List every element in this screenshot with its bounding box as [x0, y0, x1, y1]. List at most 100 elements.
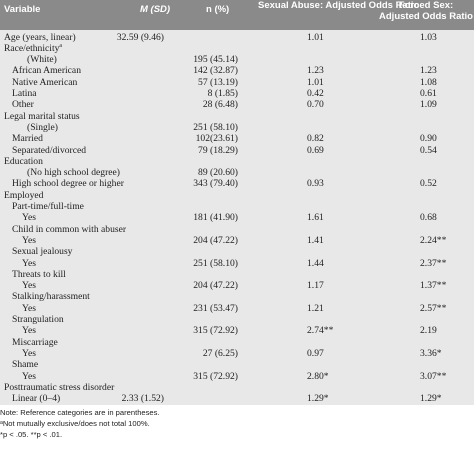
row-label: Shame	[12, 359, 38, 370]
table-row: Yes 204 (47.22) 1.41 2.24**	[0, 235, 474, 246]
table-row: Other 28 (6.48) 0.70 1.09	[0, 99, 474, 110]
label-text: Yes	[22, 212, 36, 224]
cell-n: 57 (13.19)	[198, 76, 238, 88]
row-label: Yes	[22, 212, 36, 223]
header-cell: Forced Sex: Adjusted Odds Ratio	[379, 0, 473, 22]
label-text: Latina	[12, 88, 37, 99]
table-row: Part-time/full-time	[0, 201, 474, 212]
label-text: Other	[12, 99, 34, 111]
cell-n: 181 (41.90)	[193, 212, 238, 224]
label-text: Married	[12, 133, 43, 145]
cell-n: 79 (18.29)	[198, 144, 238, 156]
cell-n: 204 (47.22)	[193, 280, 238, 292]
cell-forced-sex: 0.68	[420, 212, 437, 224]
table-row: (White) 195 (45.14)	[0, 54, 474, 65]
row-label: Child in common with abuser	[12, 224, 126, 235]
cell-sexual-abuse: 0.97	[307, 347, 324, 359]
table-row: Yes 231 (53.47) 1.21 2.57**	[0, 303, 474, 314]
header-cell: n (%)	[206, 4, 230, 15]
row-label: (Single)	[27, 122, 58, 133]
cell-n: 195 (45.14)	[193, 54, 238, 66]
table-row: Education	[0, 156, 474, 167]
label-text: Age (years, linear)	[4, 31, 76, 43]
label-text: Yes	[22, 280, 36, 292]
row-label: Race/ethnicitya	[4, 43, 62, 54]
cell-n: 343 (79.40)	[193, 178, 238, 190]
label-text: Yes	[22, 257, 36, 269]
cell-sexual-abuse: 1.01	[307, 31, 324, 43]
table-header: Variable M (SD) n (%) Sexual Abuse: Adju…	[0, 0, 474, 30]
table-row: Latina 8 (1.85) 0.42 0.61	[0, 88, 474, 99]
label-text: Yes	[22, 347, 36, 359]
table-row: Yes 251 (58.10) 1.44 2.37**	[0, 258, 474, 269]
cell-forced-sex: 1.03	[420, 31, 437, 43]
label-text: Yes	[22, 302, 36, 314]
table: Variable M (SD) n (%) Sexual Abuse: Adju…	[0, 0, 474, 405]
row-label: (No high school degree)	[27, 167, 120, 178]
row-label: Age (years, linear)	[4, 32, 76, 43]
table-row: Threats to kill	[0, 269, 474, 280]
cell-n: 28 (6.48)	[202, 99, 238, 111]
cell-forced-sex: 1.37**	[420, 280, 447, 292]
row-label: Legal marital status	[4, 111, 80, 122]
cell-sexual-abuse: 1.41	[307, 234, 324, 246]
header-cell: Sexual Abuse: Adjusted Odds Ratio	[258, 0, 420, 11]
label-text: African American	[12, 65, 81, 77]
row-label: African American	[12, 65, 81, 76]
cell-n: 8 (1.85)	[207, 88, 238, 99]
cell-n: 315 (72.92)	[193, 325, 238, 337]
label-text: Posttraumatic stress disorder	[4, 381, 115, 393]
table-row: Strangulation	[0, 314, 474, 325]
cell-sexual-abuse: 0.70	[307, 99, 324, 111]
cell-sexual-abuse: 1.17	[307, 280, 324, 292]
row-label: Miscarriage	[12, 337, 58, 348]
cell-forced-sex: 3.36*	[420, 347, 442, 359]
cell-forced-sex: 0.54	[420, 144, 437, 156]
cell-sexual-abuse: 1.61	[307, 212, 324, 224]
note: ᵃNot mutually exclusive/does not total 1…	[0, 419, 150, 428]
table-row: Miscarriage	[0, 337, 474, 348]
table-row: Yes 181 (41.90) 1.61 0.68	[0, 212, 474, 223]
row-label: Yes	[22, 258, 36, 269]
row-label: (White)	[27, 54, 57, 65]
cell-sexual-abuse: 1.44	[307, 257, 324, 269]
cell-forced-sex: 2.24**	[420, 234, 447, 246]
table-row: Yes 204 (47.22) 1.17 1.37**	[0, 280, 474, 291]
cell-n: 102(23.61)	[195, 133, 238, 145]
cell-sexual-abuse: 2.80*	[307, 370, 329, 382]
row-label: Part-time/full-time	[12, 201, 84, 212]
row-label: High school degree or higher	[12, 178, 124, 189]
table-row: Yes 27 (6.25) 0.97 3.36*	[0, 348, 474, 359]
row-label: Yes	[22, 325, 36, 336]
table-row: Child in common with abuser	[0, 224, 474, 235]
label-text: Yes	[22, 234, 36, 246]
label-text: (No high school degree)	[27, 167, 120, 179]
row-label: Linear (0–4)	[12, 393, 60, 404]
cell-forced-sex: 1.09	[420, 99, 437, 111]
cell-sexual-abuse: 1.01	[307, 76, 324, 88]
header-cell: M (SD)	[140, 4, 171, 15]
cell-n: 315 (72.92)	[193, 370, 238, 382]
cell-forced-sex: 0.52	[420, 178, 437, 190]
cell-sexual-abuse: 0.42	[307, 88, 324, 99]
label-text: Miscarriage	[12, 336, 58, 348]
note: Note: Reference categories are in parent…	[0, 408, 160, 417]
label-text: Race/ethnicity	[4, 42, 60, 54]
row-label: Married	[12, 133, 43, 144]
table-row: Linear (0–4) 2.33 (1.52) 1.29* 1.29*	[0, 393, 474, 404]
cell-sexual-abuse: 0.93	[307, 178, 324, 190]
row-label: Threats to kill	[12, 269, 66, 280]
table-row: Yes 315 (72.92) 2.74** 2.19	[0, 325, 474, 336]
label-text: Yes	[22, 370, 36, 382]
row-label: Employed	[4, 190, 43, 201]
label-text: Sexual jealousy	[12, 246, 73, 258]
row-label: Yes	[22, 235, 36, 246]
row-label: Separated/divorced	[12, 145, 86, 156]
row-label: Yes	[22, 280, 36, 291]
label-text: (Single)	[27, 121, 58, 133]
row-label: Latina	[12, 88, 37, 99]
cell-forced-sex: 1.08	[420, 76, 437, 88]
cell-n: 251 (58.10)	[193, 257, 238, 269]
cell-forced-sex: 3.07**	[420, 370, 447, 382]
cell-sexual-abuse: 2.74**	[307, 325, 334, 337]
